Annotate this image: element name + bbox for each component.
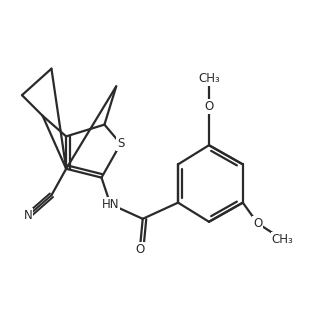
- Text: N: N: [23, 209, 32, 222]
- Text: HN: HN: [102, 198, 119, 211]
- Text: O: O: [135, 243, 144, 256]
- Text: O: O: [204, 100, 214, 113]
- Text: S: S: [117, 137, 124, 150]
- Text: O: O: [253, 217, 262, 230]
- Text: CH₃: CH₃: [198, 73, 220, 85]
- Text: CH₃: CH₃: [272, 233, 294, 246]
